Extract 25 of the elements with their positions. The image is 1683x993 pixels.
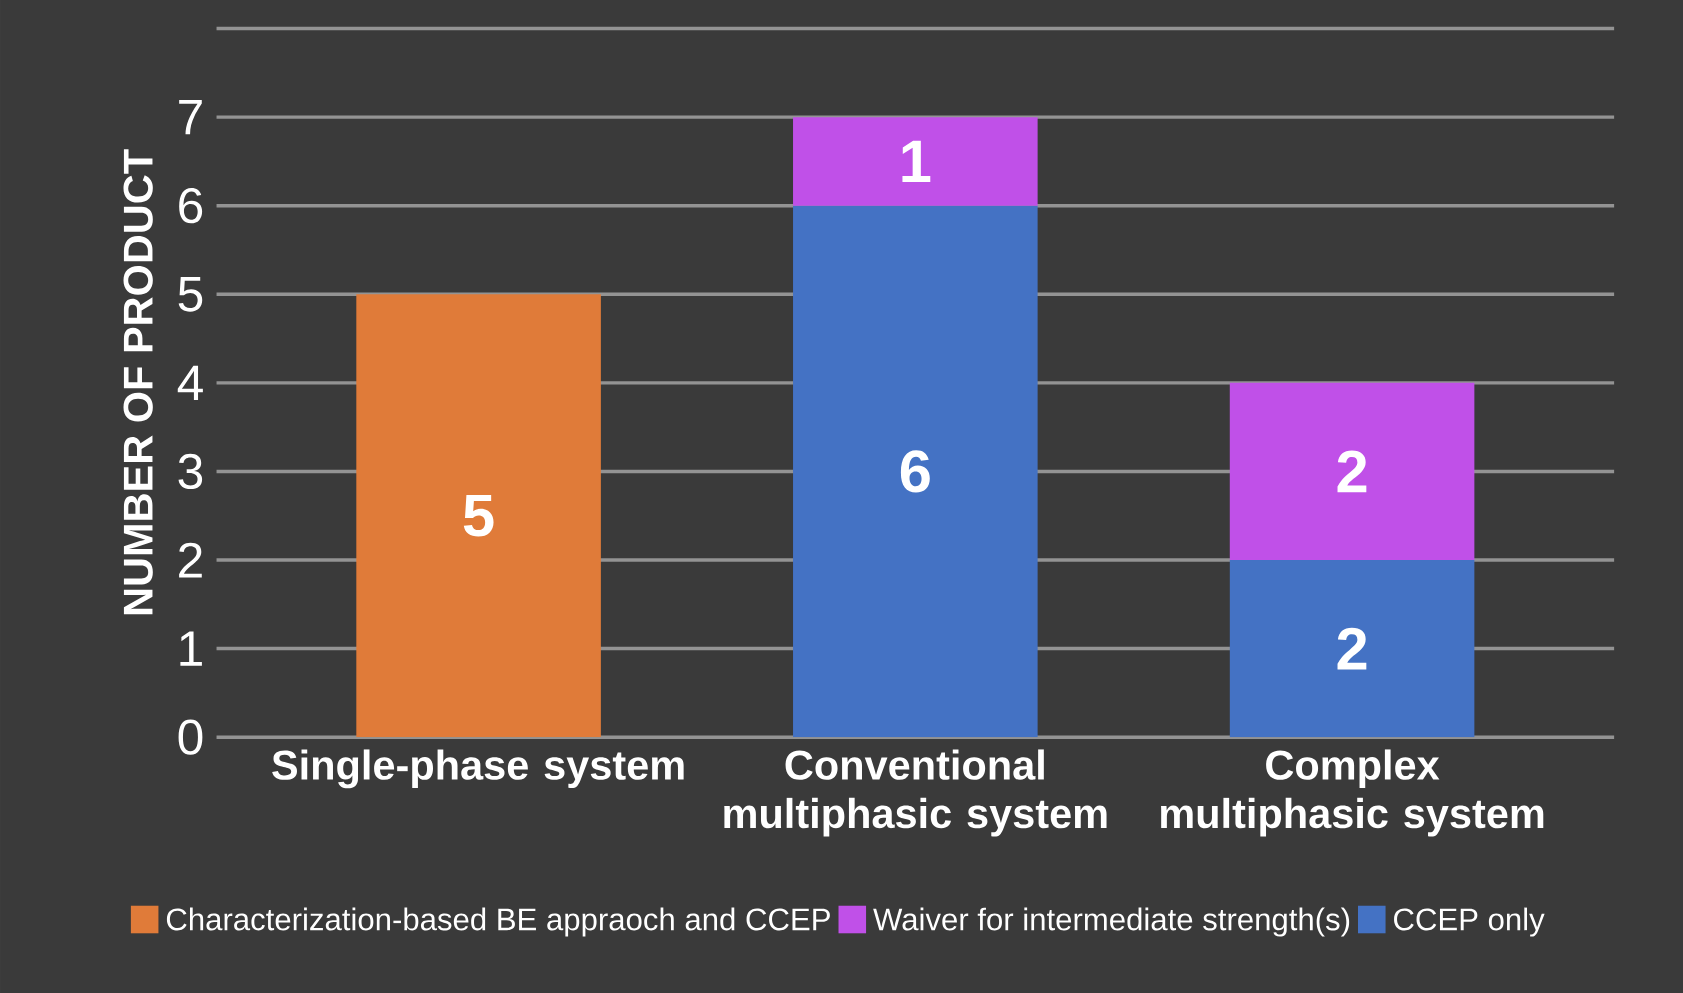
legend-label: Characterization-based BE appraoch and CCEP — [166, 907, 830, 937]
x-tick-label: Single-phase system — [272, 749, 684, 789]
y-tick-label: 3 — [178, 453, 203, 490]
data-label: 6 — [900, 450, 930, 493]
data-label: 2 — [1337, 450, 1367, 493]
legend-label: CCEP only — [1394, 907, 1545, 937]
bar — [793, 205, 1038, 738]
bar — [356, 294, 601, 738]
x-tick-label: Complex multiphasic system — [1161, 749, 1544, 837]
bar — [1229, 559, 1475, 738]
x-tick-label: Conventional multiphasic system — [724, 749, 1107, 837]
bar — [793, 117, 1038, 206]
y-tick-label: 4 — [177, 365, 203, 400]
data-label: 2 — [1337, 627, 1367, 670]
y-tick-label: 2 — [179, 542, 202, 578]
data-label: 1 — [902, 140, 931, 182]
y-tick-label: 5 — [178, 276, 203, 312]
bar — [1229, 382, 1475, 560]
y-tick-label: 6 — [179, 188, 203, 224]
y-tick-label: 1 — [180, 631, 202, 666]
legend-label: Waiver for intermediate strength(s) — [873, 907, 1350, 937]
y-tick-label: 0 — [178, 719, 203, 755]
data-label: 5 — [463, 494, 494, 537]
y-tick-label: 7 — [179, 99, 202, 135]
y-axis-title: NUMBER OF PRODUCT — [123, 149, 153, 615]
